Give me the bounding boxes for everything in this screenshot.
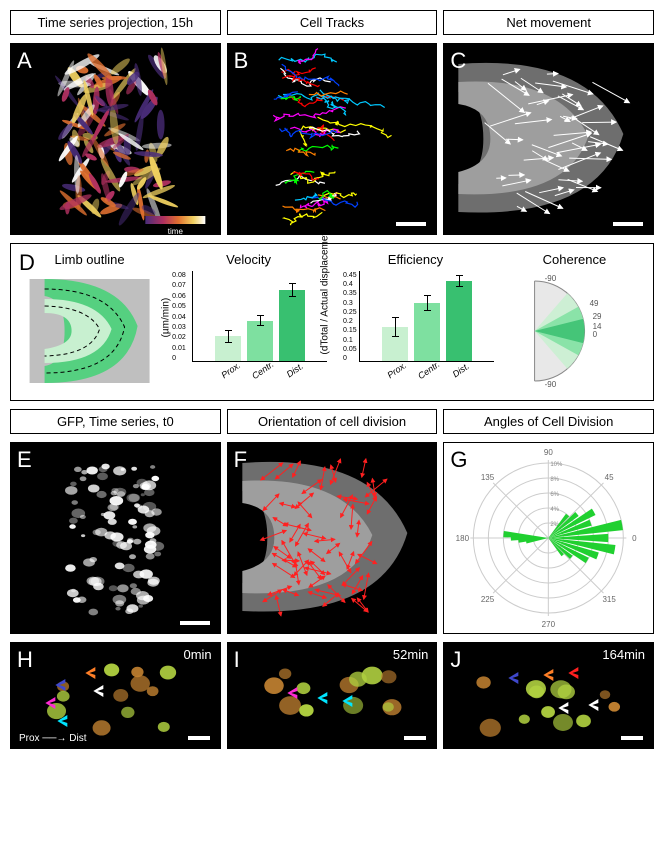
- label-G: Angles of Cell Division: [443, 409, 654, 434]
- efficiency-yticks: 00.050.10.150.20.250.30.350.40.45: [343, 272, 357, 362]
- panel-I: I 52min: [227, 642, 438, 749]
- svg-text:10%: 10%: [551, 462, 564, 468]
- svg-text:6%: 6%: [551, 492, 560, 498]
- label-C: Net movement: [443, 10, 654, 35]
- time-I: 52min: [393, 647, 428, 662]
- svg-text:315: 315: [603, 595, 617, 604]
- sub-velocity: Velocity (µm/min) 00.010.020.030.040.050…: [170, 252, 327, 396]
- letter-E: E: [17, 447, 32, 473]
- image-E: E: [11, 443, 220, 633]
- sub-efficiency: Efficiency (dTotal / Actual displacemet)…: [337, 252, 494, 396]
- svg-text:49: 49: [589, 299, 598, 308]
- svg-text:90: 90: [544, 448, 553, 457]
- letter-I: I: [234, 647, 240, 673]
- coherence-title: Coherence: [504, 252, 645, 267]
- scalebar-I: [404, 736, 426, 740]
- svg-text:180: 180: [456, 534, 470, 543]
- image-J: J 164min: [444, 643, 653, 748]
- time-J: 164min: [602, 647, 645, 662]
- label-B: Cell Tracks: [227, 10, 438, 35]
- svg-text:135: 135: [481, 473, 495, 482]
- scalebar-J: [621, 736, 643, 740]
- letter-H: H: [17, 647, 33, 673]
- svg-text:0: 0: [592, 330, 597, 339]
- panel-J: J 164min: [443, 642, 654, 749]
- label-F: Orientation of cell division: [227, 409, 438, 434]
- velocity-bars: [192, 271, 327, 362]
- row3-panels: E F G 045901351802252703152%4%6%8%10%: [10, 442, 654, 634]
- velocity-ylabel: (µm/min): [161, 298, 172, 338]
- svg-text:0: 0: [632, 534, 637, 543]
- panel-F: F: [227, 442, 438, 634]
- label-E: GFP, Time series, t0: [10, 409, 221, 434]
- image-H: H 0min Prox ──→ Dist: [11, 643, 220, 748]
- efficiency-bars: [359, 271, 494, 362]
- svg-text:45: 45: [605, 473, 614, 482]
- image-I: I 52min: [228, 643, 437, 748]
- tracks-svg: [228, 44, 437, 234]
- scalebar-B: [396, 222, 426, 226]
- letter-A: A: [17, 48, 32, 74]
- netmove-svg: [444, 44, 653, 234]
- panel-D: D Limb outline Velocity (µm/min) 00.010.…: [10, 243, 654, 401]
- time-H: 0min: [183, 647, 211, 662]
- timeproj-svg: time: [11, 44, 220, 234]
- image-C: C: [444, 44, 653, 234]
- panel-H: H 0min Prox ──→ Dist: [10, 642, 221, 749]
- scalebar-H: [188, 736, 210, 740]
- svg-text:-90: -90: [544, 274, 556, 283]
- coherence-svg: -904929140-90: [504, 271, 645, 391]
- polar-svg: 045901351802252703152%4%6%8%10%: [444, 443, 653, 633]
- image-F: F: [228, 443, 437, 633]
- sub-limb: Limb outline: [19, 252, 160, 396]
- limb-title: Limb outline: [19, 252, 160, 267]
- velocity-title: Velocity: [170, 252, 327, 267]
- svg-text:270: 270: [542, 620, 556, 629]
- letter-G: G: [450, 447, 467, 473]
- panel-E: E: [10, 442, 221, 634]
- row4-panels: H 0min Prox ──→ Dist I 52min J 164min: [10, 642, 654, 749]
- time-gradient-label: time: [168, 227, 184, 234]
- division-svg: [228, 443, 437, 633]
- panel-G: G 045901351802252703152%4%6%8%10%: [443, 442, 654, 634]
- letter-D: D: [19, 250, 35, 276]
- scalebar-C: [613, 222, 643, 226]
- sub-coherence: Coherence -904929140-90: [504, 252, 645, 396]
- row3-labels: GFP, Time series, t0 Orientation of cell…: [10, 409, 654, 434]
- efficiency-ylabel: (dTotal / Actual displacemet): [320, 229, 331, 354]
- scalebar-E: [180, 621, 210, 625]
- proxdist-label: Prox ──→ Dist: [19, 733, 87, 744]
- velocity-yticks: 00.010.020.030.040.050.060.070.08: [172, 272, 186, 362]
- panel-B: B: [227, 43, 438, 235]
- row1-panels: A time B C: [10, 43, 654, 235]
- efficiency-xticks: Prox.Centr.Dist.: [359, 362, 494, 376]
- letter-B: B: [234, 48, 249, 74]
- gfp-svg: [11, 443, 220, 633]
- limb-svg: [19, 271, 160, 391]
- svg-text:-90: -90: [544, 380, 556, 389]
- letter-F: F: [234, 447, 247, 473]
- image-B: B: [228, 44, 437, 234]
- label-A: Time series projection, 15h: [10, 10, 221, 35]
- svg-text:8%: 8%: [551, 477, 560, 483]
- svg-text:29: 29: [592, 312, 601, 321]
- panel-C: C: [443, 43, 654, 235]
- letter-C: C: [450, 48, 466, 74]
- svg-text:4%: 4%: [551, 507, 560, 513]
- svg-text:225: 225: [481, 595, 495, 604]
- efficiency-title: Efficiency: [337, 252, 494, 267]
- velocity-xticks: Prox.Centr.Dist.: [192, 362, 327, 376]
- panel-A: A time: [10, 43, 221, 235]
- image-A: A time: [11, 44, 220, 234]
- row1-labels: Time series projection, 15h Cell Tracks …: [10, 10, 654, 35]
- letter-J: J: [450, 647, 461, 673]
